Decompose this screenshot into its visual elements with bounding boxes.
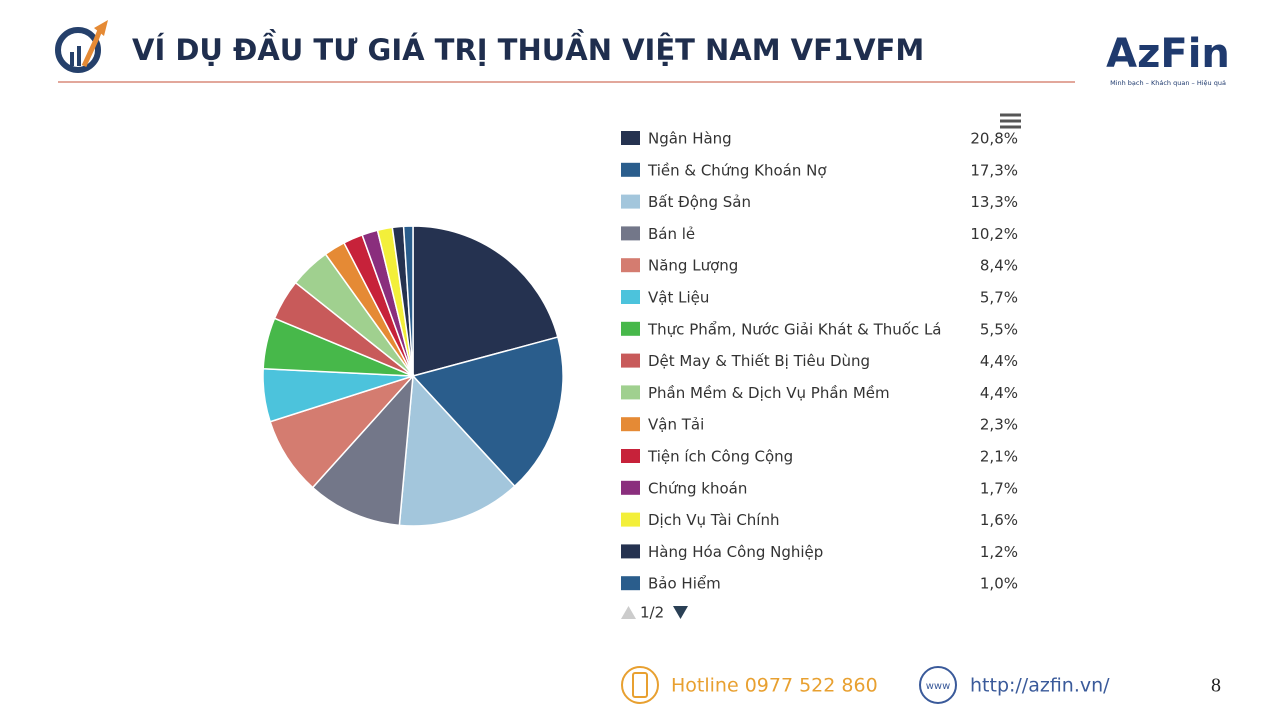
legend-label: Ngân Hàng <box>648 130 732 148</box>
legend-label: Bán lẻ <box>648 225 695 243</box>
legend-value: 5,7% <box>980 289 1018 307</box>
legend-label: Bất Động Sản <box>648 193 751 211</box>
legend-label: Năng Lượng <box>648 257 738 275</box>
logo-name: AzFin <box>1106 31 1230 77</box>
legend-value: 5,5% <box>980 320 1018 338</box>
legend-swatch <box>621 512 640 527</box>
legend-value: 4,4% <box>980 384 1018 402</box>
legend-label: Tiền & Chứng Khoán Nợ <box>647 161 827 179</box>
legend-swatch <box>621 194 640 209</box>
legend-label: Dịch Vụ Tài Chính <box>648 511 779 529</box>
legend-label: Hàng Hóa Công Nghiệp <box>648 543 823 561</box>
legend-label: Vận Tải <box>648 416 704 434</box>
legend-swatch <box>621 131 640 145</box>
legend-value: 17,3% <box>970 161 1018 179</box>
pie <box>262 225 564 527</box>
legend-label: Vật Liệu <box>648 289 709 307</box>
legend-swatch <box>621 449 640 463</box>
legend-value: 1,2% <box>980 543 1018 561</box>
legend-swatch <box>621 417 640 432</box>
legend-next[interactable] <box>673 606 688 619</box>
web-icon <box>919 666 957 704</box>
legend-label: Thực Phẩm, Nước Giải Khát & Thuốc Lá <box>647 320 942 338</box>
legend-value: 1,7% <box>980 479 1018 497</box>
legend-swatch <box>621 226 640 241</box>
legend-swatch <box>621 353 640 368</box>
website[interactable]: http://azfin.vn/ <box>970 675 1110 697</box>
legend-swatch <box>621 162 640 177</box>
legend-value: 8,4% <box>980 257 1018 275</box>
hotline: Hotline 0977 522 860 <box>671 675 878 697</box>
slide-title: VÍ DỤ ĐẦU TƯ GIÁ TRỊ THUẦN VIỆT NAM VF1V… <box>132 30 924 67</box>
pie-slice <box>402 225 414 377</box>
legend-label: Dệt May & Thiết Bị Tiêu Dùng <box>648 352 870 370</box>
legend-value: 10,2% <box>970 225 1018 243</box>
legend-prev[interactable] <box>621 606 636 619</box>
legend-swatch <box>621 544 640 559</box>
legend-value: 13,3% <box>970 193 1018 211</box>
legend-swatch <box>621 321 640 336</box>
pie-slice <box>412 225 559 377</box>
legend-label: Chứng khoán <box>648 479 747 497</box>
legend-value: 1,6% <box>980 511 1018 529</box>
legend-swatch <box>621 480 640 495</box>
legend-swatch <box>621 385 640 400</box>
legend-swatch <box>621 258 640 273</box>
legend-value: 1,0% <box>980 575 1018 593</box>
web-icon-label: www <box>926 681 951 692</box>
legend-page: 1/2 <box>640 604 664 622</box>
phone-icon <box>621 666 659 704</box>
header-icon <box>55 20 108 73</box>
legend-label: Tiện ích Công Cộng <box>647 448 793 466</box>
legend-swatch <box>621 576 640 591</box>
legend-value: 2,1% <box>980 448 1018 466</box>
legend-label: Bảo Hiểm <box>648 575 721 593</box>
chart-menu-icon[interactable] <box>1000 113 1021 129</box>
pie-slice <box>398 374 516 527</box>
pie-slice <box>411 336 564 488</box>
legend: Ngân Hàng 20,8% Tiền & Chứng Khoán Nợ 17,3%… <box>621 130 1018 593</box>
logo-tagline: Minh bạch – Khách quan – Hiệu quả <box>1110 79 1226 87</box>
legend-value: 4,4% <box>980 352 1018 370</box>
legend-value: 20,8% <box>970 130 1018 148</box>
legend-label: Phần Mềm & Dịch Vụ Phần Mềm <box>648 384 890 402</box>
page-number: 8 <box>1211 675 1221 697</box>
pie-slice <box>311 373 414 527</box>
legend-value: 2,3% <box>980 416 1018 434</box>
legend-swatch <box>621 290 640 304</box>
